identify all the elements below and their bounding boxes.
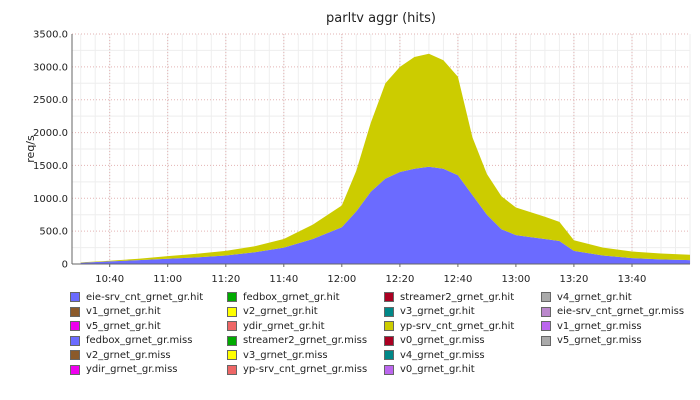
legend-swatch [70,306,80,317]
legend-item: v1_grnet_gr.miss [541,319,691,334]
legend-label: v2_grnet_gr.hit [243,306,318,318]
legend-swatch [227,306,237,317]
legend-label: ydir_grnet_gr.hit [243,320,325,332]
legend-item: v0_grnet_gr.miss [384,334,541,349]
legend-item: v5_grnet_gr.hit [70,319,227,334]
legend-label: v4_grnet_gr.miss [400,349,485,361]
legend-swatch [70,350,80,361]
legend-label: v4_grnet_gr.hit [557,291,632,303]
legend-item: eie-srv_cnt_grnet_gr.miss [541,305,691,320]
y-tick-label: 2500.0 [33,95,68,106]
x-tick-label: 13:20 [559,274,588,285]
legend-item: v2_grnet_gr.hit [227,305,384,320]
legend-swatch [541,321,551,332]
legend-label: v1_grnet_gr.hit [86,306,161,318]
legend-item: ydir_grnet_gr.miss [70,363,227,378]
x-tick-label: 10:40 [95,274,124,285]
legend-item: v3_grnet_gr.hit [384,305,541,320]
legend-swatch [384,335,394,346]
legend-label: streamer2_grnet_gr.hit [400,291,515,303]
legend-item: yp-srv_cnt_grnet_gr.hit [384,319,541,334]
legend-swatch [227,335,237,346]
legend-label: yp-srv_cnt_grnet_gr.hit [400,320,515,332]
y-tick-label: 3500.0 [33,30,68,41]
y-tick-label: 2000.0 [33,128,68,139]
legend-label: v3_grnet_gr.miss [243,349,328,361]
legend-swatch [384,306,394,317]
chart-title: parltv aggr (hits) [326,11,436,26]
legend-item: streamer2_grnet_gr.hit [384,290,541,305]
x-tick-label: 13:00 [501,274,530,285]
legend-label: v3_grnet_gr.hit [400,306,475,318]
legend-label: v5_grnet_gr.miss [557,335,642,347]
y-tick-label: 500.0 [39,227,68,238]
legend-swatch [70,364,80,375]
y-tick-label: 0 [62,260,68,271]
legend-item: v2_grnet_gr.miss [70,348,227,363]
y-axis-label: req/s [24,135,37,163]
legend-item: v5_grnet_gr.miss [541,334,691,349]
legend-swatch [70,335,80,346]
legend-swatch [70,321,80,332]
legend-swatch [227,350,237,361]
x-tick-label: 12:20 [385,274,414,285]
x-tick-label: 13:40 [618,274,647,285]
legend-swatch [70,292,80,303]
legend-swatch [227,364,237,375]
legend-swatch [384,321,394,332]
x-tick-label: 11:40 [269,274,298,285]
legend-swatch [227,292,237,303]
legend-item: v1_grnet_gr.hit [70,305,227,320]
legend-label: v1_grnet_gr.miss [557,320,642,332]
legend-item: streamer2_grnet_gr.miss [227,334,384,349]
legend: eie-srv_cnt_grnet_gr.hit v1_grnet_gr.hit v… [70,290,690,380]
legend-label: v2_grnet_gr.miss [86,349,171,361]
legend-item: v4_grnet_gr.miss [384,348,541,363]
legend-label: v0_grnet_gr.hit [400,364,475,376]
x-tick-label: 12:00 [327,274,356,285]
legend-label: fedbox_grnet_gr.miss [86,335,193,347]
legend-item: yp-srv_cnt_grnet_gr.miss [227,363,384,378]
legend-swatch [227,321,237,332]
legend-swatch [541,335,551,346]
legend-item: fedbox_grnet_gr.miss [70,334,227,349]
legend-swatch [384,364,394,375]
legend-item: v3_grnet_gr.miss [227,348,384,363]
legend-label: eie-srv_cnt_grnet_gr.hit [86,291,204,303]
x-tick-label: 12:40 [443,274,472,285]
y-tick-label: 1500.0 [33,161,68,172]
x-tick-label: 11:20 [211,274,240,285]
chart-svg: 0 500.0 1000.0 1500.0 2000.0 2500.0 3000.0 3500… [24,11,691,285]
legend-label: yp-srv_cnt_grnet_gr.miss [243,364,368,376]
legend-item: eie-srv_cnt_grnet_gr.hit [70,290,227,305]
legend-swatch [541,292,551,303]
series-area [80,166,690,264]
legend-item: v0_grnet_gr.hit [384,363,541,378]
legend-label: v0_grnet_gr.miss [400,335,485,347]
legend-swatch [384,292,394,303]
legend-label: eie-srv_cnt_grnet_gr.miss [557,306,685,318]
legend-label: ydir_grnet_gr.miss [86,364,178,376]
x-tick-label: 11:00 [153,274,182,285]
chart-area: 0 500.0 1000.0 1500.0 2000.0 2500.0 3000.0 3500… [24,11,691,285]
legend-swatch [541,306,551,317]
legend-label: fedbox_grnet_gr.hit [243,291,340,303]
series-area [80,53,690,263]
legend-item: ydir_grnet_gr.hit [227,319,384,334]
y-tick-label: 3000.0 [33,62,68,73]
legend-item: v4_grnet_gr.hit [541,290,691,305]
legend-swatch [384,350,394,361]
y-tick-label: 1000.0 [33,194,68,205]
legend-label: v5_grnet_gr.hit [86,320,161,332]
legend-label: streamer2_grnet_gr.miss [243,335,368,347]
legend-item: fedbox_grnet_gr.hit [227,290,384,305]
